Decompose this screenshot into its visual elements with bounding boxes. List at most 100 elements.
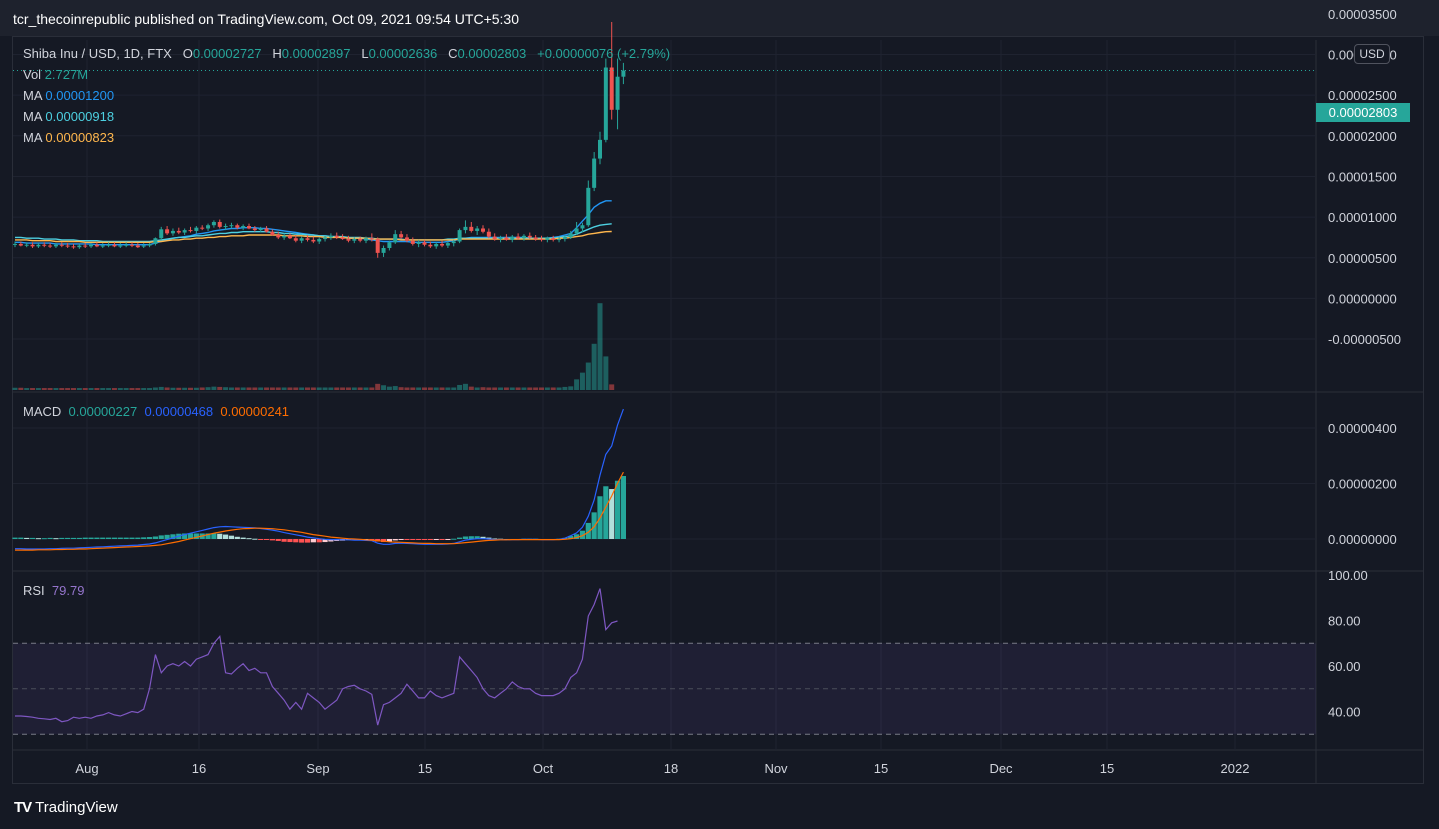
macd-histogram-bar	[322, 539, 328, 543]
candle-body	[305, 238, 310, 240]
candle-body	[574, 228, 579, 234]
macd-histogram-bar	[193, 533, 199, 539]
volume-bar	[544, 387, 550, 390]
macd-histogram-bar	[281, 539, 287, 542]
volume-bar	[305, 387, 310, 390]
macd-histogram-bar	[228, 535, 235, 539]
candle-body	[165, 229, 170, 234]
volume-bar	[129, 388, 135, 390]
candle-body	[334, 235, 339, 238]
tradingview-brand: TradingView	[35, 799, 118, 816]
macd-histogram-bar	[187, 533, 194, 539]
macd-histogram-bar	[59, 537, 65, 539]
macd-histogram-bar	[492, 538, 498, 540]
volume-bar	[568, 386, 574, 390]
candle-body	[387, 242, 392, 248]
currency-badge[interactable]: USD	[1354, 44, 1390, 64]
volume-bar	[386, 386, 392, 390]
candle-body	[287, 235, 292, 239]
candle-body	[586, 187, 591, 226]
volume-bar	[293, 387, 299, 390]
candle-body	[463, 226, 468, 231]
volume-bar	[211, 386, 217, 390]
tradingview-logo[interactable]: TV TradingView	[14, 799, 118, 816]
volume-bar	[82, 388, 88, 390]
macd-histogram-bar	[258, 539, 264, 540]
volume-value: 2.727M	[44, 67, 89, 82]
candle-body	[562, 237, 567, 240]
volume-bar	[94, 388, 100, 390]
candle-body	[42, 244, 47, 246]
volume-bar	[492, 387, 498, 390]
volume-bar	[375, 383, 381, 390]
volume-bar	[76, 388, 82, 390]
macd-histogram-bar	[70, 537, 77, 539]
macd-histogram-bar	[398, 539, 404, 540]
macd-histogram-bar	[579, 530, 586, 539]
macd-histogram-bar	[433, 539, 439, 540]
volume-bar	[474, 387, 480, 390]
macd-histogram-bar	[47, 537, 53, 539]
candle-body	[211, 221, 216, 226]
macd-histogram-bar	[445, 539, 451, 540]
price-tick-label: 0.00001000	[1328, 210, 1397, 225]
volume-bar	[53, 388, 59, 390]
candle-body	[603, 67, 608, 140]
volume-bar	[299, 387, 305, 390]
volume-bar	[240, 387, 246, 390]
candle-body	[580, 225, 585, 229]
macd-histogram-bar	[427, 539, 433, 540]
volume-bar	[182, 387, 188, 390]
ma2-legend: MA 0.00000918	[23, 109, 114, 124]
candle-body	[264, 228, 269, 232]
chart-frame[interactable]	[12, 36, 1424, 784]
macd-histogram-bar	[451, 538, 457, 540]
macd-histogram-bar	[35, 538, 41, 540]
candle-body	[170, 230, 175, 234]
candle-body	[100, 245, 105, 247]
candle-body	[94, 244, 99, 247]
candle-body	[527, 235, 532, 238]
macd-histogram-bar	[246, 538, 252, 540]
volume-bar	[170, 387, 176, 390]
candle-body	[369, 238, 374, 240]
price-tick-label: 0.00000000	[1328, 291, 1397, 306]
candle-body	[475, 228, 480, 231]
volume-bar	[18, 387, 24, 390]
candle-body	[539, 239, 544, 241]
candle-body	[557, 239, 562, 241]
candle-body	[135, 245, 140, 248]
candle-body	[30, 244, 35, 247]
volume-bar	[457, 384, 463, 390]
volume-bar	[556, 387, 562, 390]
macd-histogram-bar	[486, 537, 492, 539]
volume-bar	[363, 387, 369, 390]
macd-histogram-bar	[88, 537, 94, 539]
candle-body	[124, 244, 129, 246]
volume-bar	[316, 387, 322, 390]
volume-bar	[345, 387, 351, 390]
time-axis-label: Dec	[989, 761, 1013, 776]
volume-bar	[252, 387, 258, 390]
volume-bar	[480, 387, 486, 390]
close-label: C	[448, 46, 458, 61]
macd-histogram-bar	[234, 536, 240, 539]
macd-series-line	[15, 408, 624, 550]
volume-bar	[152, 387, 158, 390]
volume-bar	[111, 388, 117, 390]
macd-histogram-bar	[53, 538, 59, 540]
macd-histogram-bar	[304, 539, 311, 543]
volume-bar	[164, 387, 170, 390]
volume-bar	[24, 388, 30, 390]
macd-histogram-bar	[474, 536, 480, 539]
volume-bar	[422, 387, 427, 390]
symbol-title: Shiba Inu / USD, 1D, FTX	[23, 46, 172, 61]
macd-histogram-bar	[170, 534, 176, 539]
candle-body	[340, 237, 345, 240]
time-axis-label: Oct	[533, 761, 554, 776]
low-label: L	[361, 46, 369, 61]
volume-label: Vol	[23, 67, 42, 82]
ma1-legend: MA 0.00001200	[23, 88, 114, 103]
volume-bar	[135, 388, 141, 390]
